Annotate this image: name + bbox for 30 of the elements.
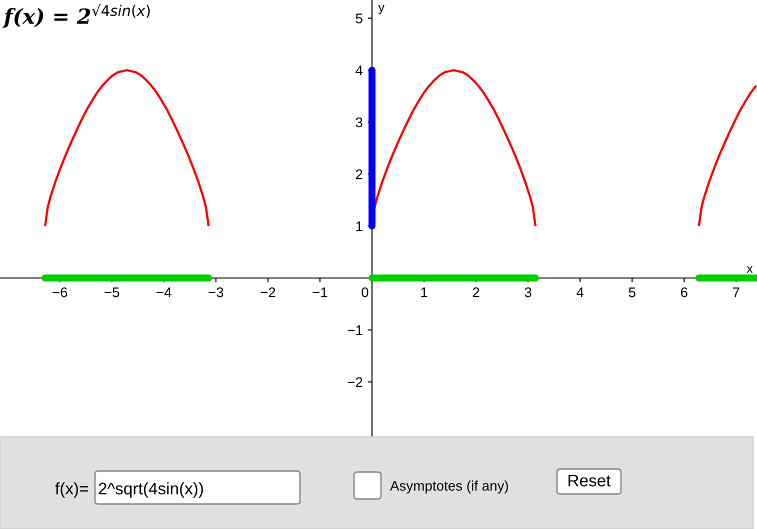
x-tick-label: −4: [156, 288, 172, 298]
x-axis-title: x: [746, 266, 753, 273]
x-tick-label: 6: [681, 287, 688, 298]
x-tick-label: 2: [472, 287, 480, 298]
x-tick-label: −2: [260, 287, 276, 298]
x-tick-label: 0: [362, 287, 368, 298]
x-tick-label: −5: [104, 288, 120, 298]
x-tick-label: 3: [524, 287, 532, 298]
chart-title: f(x) = 2$^{√4sin(x)}$: [2, 4, 150, 28]
x-tick-label: −1: [312, 288, 328, 298]
x-tick-label: −3: [208, 287, 224, 298]
x-tick-label: 4: [576, 288, 584, 298]
line-series: [44, 69, 210, 228]
line-series: [698, 84, 757, 228]
text: Reset: [568, 474, 611, 486]
text: 2^sqrt(4sin(x)): [98, 482, 203, 498]
y-tick-label: −2: [348, 377, 362, 387]
y-tick-label: 2: [356, 169, 362, 180]
text: Asymptotes (if any): [390, 480, 508, 494]
x-tick-label: 5: [628, 288, 636, 298]
y-tick-label: 5: [356, 14, 362, 24]
y-tick-label: −1: [348, 325, 362, 335]
text: f(x)=: [55, 482, 88, 498]
y-axis-title: y: [378, 5, 384, 14]
x-tick-label: 1: [421, 288, 428, 298]
y-tick-label: 4: [356, 66, 363, 76]
y-tick-label: 3: [356, 117, 362, 128]
x-tick-label: 7: [733, 288, 740, 298]
x-tick-label: −6: [52, 287, 68, 298]
y-tick-label: 1: [356, 222, 362, 232]
